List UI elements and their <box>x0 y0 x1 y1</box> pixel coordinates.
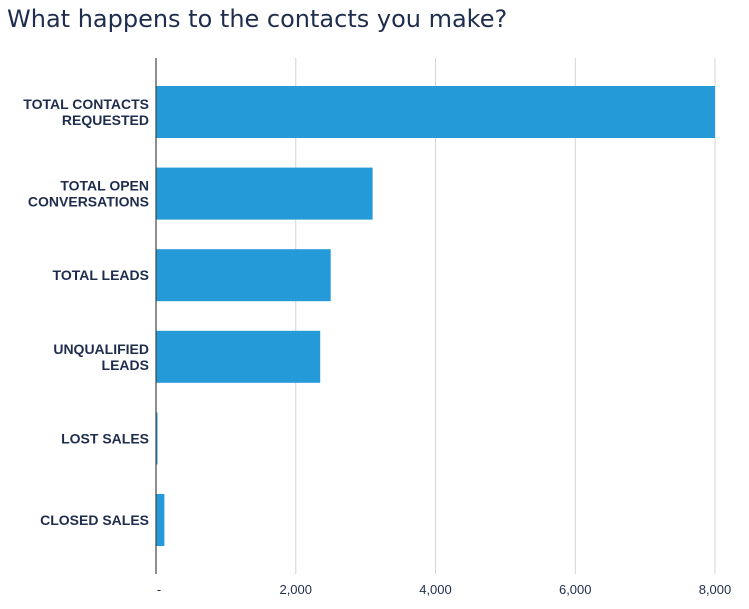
x-tick-label-1: 2,000 <box>279 582 312 597</box>
x-tick-labels: - 2,000 4,000 6,000 8,000 <box>157 582 731 597</box>
category-label-line: TOTAL CONTACTS <box>23 96 149 112</box>
category-label-line: CLOSED SALES <box>40 512 149 528</box>
grid-lines <box>295 58 716 574</box>
category-label-line: UNQUALIFIED <box>53 341 149 357</box>
bar-1 <box>156 167 373 220</box>
category-label-line: LEADS <box>102 357 149 373</box>
bar-0 <box>156 86 715 138</box>
category-label-2: TOTAL LEADS <box>53 267 149 283</box>
bar-4 <box>156 412 158 465</box>
category-label-5: CLOSED SALES <box>40 512 149 528</box>
category-label-0: TOTAL CONTACTS REQUESTED <box>23 96 149 128</box>
category-labels: TOTAL CONTACTS REQUESTED TOTAL OPEN CONVERS… <box>23 96 149 528</box>
bar-3 <box>156 330 321 383</box>
category-label-4: LOST SALES <box>61 430 149 446</box>
category-label-line: CONVERSATIONS <box>28 194 149 210</box>
x-tick-label-3: 6,000 <box>559 582 592 597</box>
bar-2 <box>156 249 331 302</box>
category-label-line: REQUESTED <box>62 112 149 128</box>
bars <box>156 86 715 546</box>
category-label-3: UNQUALIFIED LEADS <box>53 341 149 373</box>
category-label-line: TOTAL OPEN <box>60 178 149 194</box>
category-label-line: TOTAL LEADS <box>53 267 149 283</box>
x-tick-label-4: 8,000 <box>699 582 732 597</box>
bar-5 <box>156 494 165 546</box>
category-label-1: TOTAL OPEN CONVERSATIONS <box>28 178 149 210</box>
x-tick-label-0: - <box>157 582 161 597</box>
category-label-line: LOST SALES <box>61 430 149 446</box>
x-tick-label-2: 4,000 <box>419 582 452 597</box>
chart-title: What happens to the contacts you make? <box>7 5 508 33</box>
